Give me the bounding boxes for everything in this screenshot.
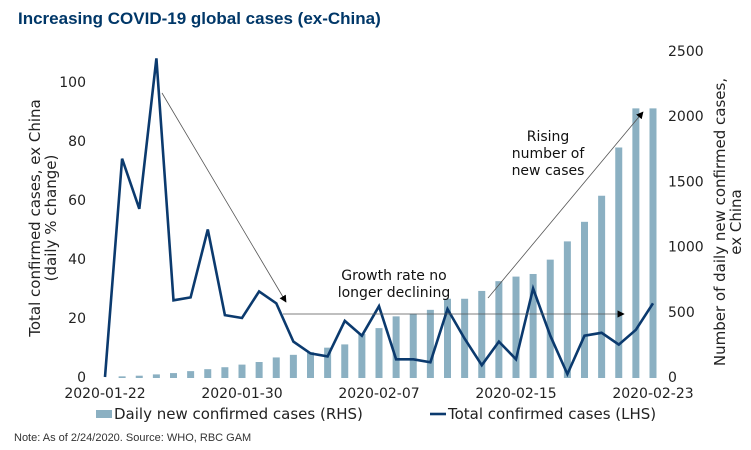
- bar-2020-01-26: [170, 373, 177, 378]
- right-tick-1000: 1000: [668, 240, 704, 256]
- annotation-rising-line2: number of: [512, 146, 586, 162]
- bar-2020-01-25: [152, 374, 160, 378]
- annotation-growth-line2: longer declining: [338, 285, 451, 301]
- bar-2020-02-09: [409, 313, 417, 378]
- bar-2020-02-16: [529, 273, 537, 378]
- bar-2020-02-10: [426, 309, 434, 378]
- source-note: Note: As of 2/24/2020. Source: WHO, RBC …: [14, 432, 252, 444]
- annotation-rising-line1: Rising: [527, 129, 570, 145]
- bar-2020-02-20: [598, 195, 606, 378]
- x-tick-2020-01-30: 2020-01-30: [201, 386, 282, 402]
- bar-2020-02-22: [632, 108, 640, 378]
- rising-arrow: [487, 111, 644, 299]
- x-tick-2020-01-22: 2020-01-22: [64, 386, 145, 402]
- right-tick-2500: 2500: [668, 44, 704, 60]
- bar-2020-01-27: [187, 371, 195, 378]
- bar-2020-02-23: [649, 108, 657, 378]
- right-tick-2000: 2000: [668, 109, 704, 125]
- bar-2020-02-04: [324, 347, 332, 378]
- annotation-growth-line1: Growth rate no: [341, 268, 446, 284]
- right-tick-500: 500: [668, 305, 695, 321]
- left-tick-40: 40: [68, 252, 86, 268]
- x-tick-2020-02-23: 2020-02-23: [612, 386, 693, 402]
- bar-2020-02-06: [358, 333, 366, 378]
- bar-2020-01-23: [118, 376, 126, 378]
- left-tick-80: 80: [68, 134, 86, 150]
- bar-2020-02-07: [375, 328, 383, 378]
- bar-2020-02-11: [444, 298, 451, 378]
- bar-2020-01-30: [238, 364, 246, 378]
- bar-2020-01-24: [135, 375, 143, 378]
- right-axis-label-line1: Number of daily new confirmed cases,: [711, 78, 729, 366]
- bar-2020-02-08: [392, 316, 400, 378]
- right-axis-label-line2: ex China: [727, 189, 745, 254]
- left-tick-100: 100: [59, 75, 86, 91]
- left-tick-60: 60: [68, 193, 86, 209]
- left-axis-label-line2: (daily % change): [42, 155, 60, 282]
- bar-2020-02-05: [341, 344, 349, 378]
- x-tick-2020-02-15: 2020-02-15: [475, 386, 556, 402]
- chart-title: Increasing COVID-19 global cases (ex-Chi…: [18, 9, 381, 28]
- x-tick-2020-02-07: 2020-02-07: [338, 386, 419, 402]
- annotation-rising-line3: new cases: [512, 163, 585, 179]
- line-series: [103, 58, 655, 378]
- bar-2020-02-02: [289, 354, 297, 378]
- right-tick-0: 0: [668, 370, 677, 386]
- bar-2020-02-19: [581, 221, 588, 378]
- legend: Daily new confirmed cases (RHS) Total con…: [96, 405, 656, 423]
- left-tick-0: 0: [77, 370, 86, 386]
- bar-2020-02-21: [615, 147, 623, 378]
- right-tick-1500: 1500: [668, 174, 704, 190]
- bar-2020-02-18: [563, 241, 571, 378]
- bar-2020-02-15: [512, 276, 520, 378]
- legend-bar-swatch: [96, 410, 112, 418]
- bar-2020-02-17: [546, 259, 554, 378]
- left-tick-20: 20: [68, 311, 86, 327]
- bar-2020-01-29: [221, 367, 229, 378]
- bar-2020-02-01: [272, 357, 280, 378]
- bar-2020-02-13: [478, 290, 486, 378]
- bar-2020-02-14: [495, 281, 503, 378]
- legend-line-label: Total confirmed cases (LHS): [447, 405, 656, 423]
- axes: 020406080100050010001500200025002020-01-…: [26, 44, 745, 402]
- bar-2020-02-03: [307, 352, 314, 378]
- left-axis-label-line1: Total confirmed cases, ex China: [26, 99, 44, 338]
- bar-2020-01-31: [255, 362, 263, 378]
- legend-bar-label: Daily new confirmed cases (RHS): [114, 405, 363, 423]
- declining-arrow: [161, 92, 287, 303]
- bar-2020-01-28: [204, 369, 212, 378]
